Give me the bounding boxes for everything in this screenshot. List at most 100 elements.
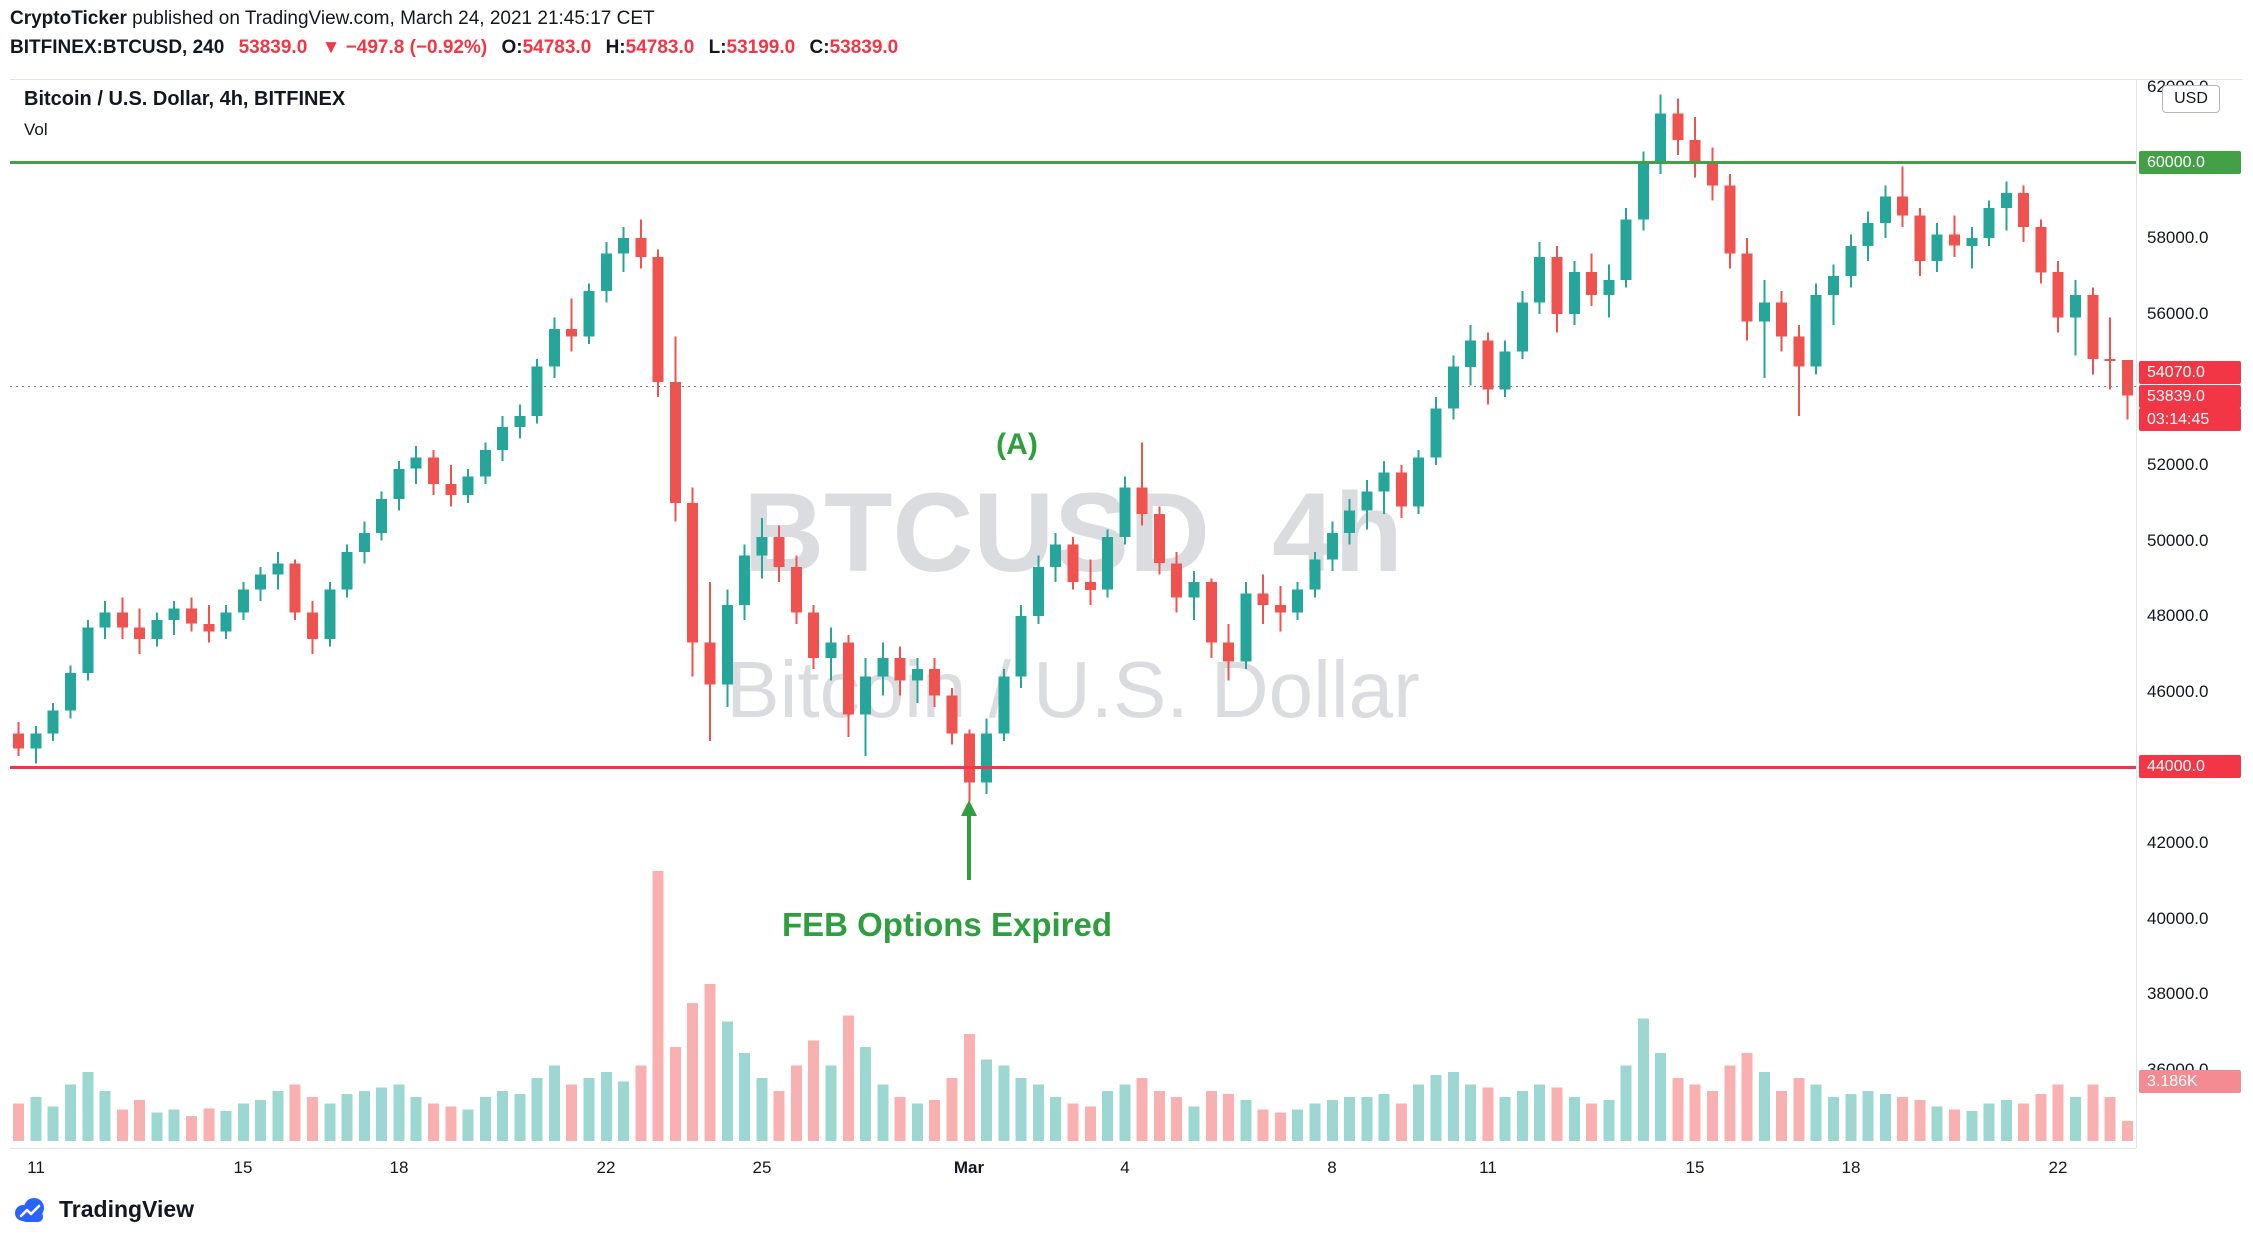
- candle-body: [842, 642, 854, 715]
- candle-body: [376, 499, 388, 533]
- price-change-value: −497.8 (−0.92%): [345, 37, 488, 58]
- open-label: O:: [501, 37, 523, 58]
- candle-body: [1707, 162, 1718, 186]
- legend-title[interactable]: Bitcoin / U.S. Dollar, 4h, BITFINEX: [24, 88, 346, 110]
- volume-bar: [445, 1106, 457, 1141]
- candle-body: [531, 366, 543, 416]
- volume-bar: [289, 1084, 301, 1141]
- candle-body: [82, 627, 94, 673]
- candle-body: [1862, 223, 1874, 246]
- candle-body: [203, 623, 215, 632]
- volume-bar: [1793, 1078, 1805, 1141]
- candle-body: [1568, 272, 1580, 314]
- volume-bar: [1205, 1090, 1217, 1141]
- candle-body: [2052, 272, 2064, 318]
- time-axis[interactable]: 11 15 18 22 25 Mar 4 8 11 15 18 22: [10, 1148, 2136, 1188]
- candle-body: [981, 733, 993, 783]
- ohlc-high: H:54783.0: [606, 37, 695, 58]
- candle-body: [393, 468, 405, 499]
- volume-bar: [808, 1040, 820, 1141]
- price-tick-label: 58000.0: [2147, 228, 2209, 248]
- chart-area[interactable]: BTCUSD 4h Bitcoin / U.S. Dollar Bitcoin …: [10, 77, 2244, 1188]
- time-tick-label: 11: [1479, 1158, 1497, 1177]
- candle-body: [1793, 336, 1805, 367]
- candle-body: [1672, 113, 1684, 140]
- candle-body: [1758, 302, 1770, 322]
- time-tick-label: 15: [1685, 1158, 1705, 1177]
- volume-bar: [1361, 1097, 1373, 1141]
- candle-body: [1395, 472, 1407, 507]
- volume-bar: [583, 1078, 595, 1141]
- price-tick-label: 48000.0: [2147, 606, 2209, 626]
- publish-text: published on TradingView.com, March 24, …: [126, 8, 655, 29]
- symbol-info-line: BITFINEX:BTCUSD, 240 53839.0 ▼ −497.8 (−…: [10, 37, 907, 59]
- chart-legend[interactable]: Bitcoin / U.S. Dollar, 4h, BITFINEX Vol: [24, 88, 345, 140]
- candle-body: [946, 695, 958, 734]
- volume-bar: [1257, 1109, 1269, 1141]
- price-axis[interactable]: 62000.058000.056000.052000.050000.048000…: [2136, 77, 2244, 1148]
- candle-body: [1516, 302, 1528, 352]
- volume-bar: [1413, 1084, 1425, 1141]
- volume-bar: [2104, 1097, 2116, 1141]
- candle-body: [2018, 192, 2030, 227]
- candlestick-plot[interactable]: [10, 80, 2136, 1148]
- volume-bar: [998, 1065, 1010, 1141]
- candle-body: [1257, 593, 1269, 605]
- volume-bar: [1171, 1097, 1183, 1141]
- volume-bar: [2052, 1084, 2064, 1141]
- candle-body: [1326, 533, 1338, 560]
- candle-body: [1413, 457, 1425, 507]
- volume-bar: [860, 1046, 872, 1141]
- volume-bar: [704, 984, 716, 1141]
- candle-body: [1015, 616, 1027, 677]
- volume-bar: [1966, 1110, 1978, 1141]
- price-level-label-red: 03:14:45: [2139, 408, 2241, 431]
- annotation-text: FEB Options Expired: [781, 906, 1113, 943]
- candle-body: [1741, 253, 1753, 322]
- symbol-name: BITFINEX:BTCUSD, 240: [10, 37, 225, 58]
- tradingview-logo[interactable]: TradingView: [12, 1196, 194, 1223]
- candle-body: [289, 563, 301, 613]
- annotation-a-label: (A): [996, 428, 1038, 461]
- candle-body: [1136, 487, 1148, 515]
- volume-bar: [1568, 1097, 1580, 1141]
- candle-body: [911, 669, 923, 681]
- currency-toggle-button[interactable]: USD: [2162, 85, 2220, 113]
- candle-body: [99, 612, 111, 628]
- volume-bar: [1931, 1106, 1943, 1141]
- candle-body: [1153, 514, 1165, 564]
- time-tick-label: 18: [1841, 1158, 1861, 1177]
- volume-bar: [1015, 1078, 1027, 1141]
- volume-bar: [203, 1108, 215, 1141]
- candle-body: [13, 733, 25, 749]
- volume-bar: [151, 1112, 163, 1141]
- volume-bar: [1136, 1078, 1148, 1141]
- volume-bar: [549, 1065, 560, 1141]
- volume-bar: [30, 1097, 42, 1141]
- volume-legend[interactable]: Vol: [24, 120, 48, 139]
- volume-bar: [1862, 1090, 1874, 1141]
- candle-body: [1205, 582, 1217, 643]
- candle-body: [1810, 294, 1822, 367]
- candle-body: [1188, 582, 1200, 598]
- candle-body: [134, 627, 146, 639]
- candle-body: [635, 238, 647, 258]
- candle-body: [739, 555, 751, 605]
- volume-bar: [116, 1109, 128, 1141]
- candle-body: [462, 476, 474, 496]
- volume-bar: [1551, 1087, 1563, 1141]
- last-price-value: 53839.0: [238, 37, 308, 58]
- candle-body: [1534, 257, 1546, 303]
- candle-body: [47, 710, 59, 734]
- candle-body: [1361, 491, 1373, 511]
- volume-bar: [324, 1103, 336, 1141]
- candle-body: [1274, 604, 1286, 613]
- candle-body: [825, 642, 837, 658]
- volume-bar: [842, 1015, 854, 1141]
- volume-bar: [1465, 1084, 1476, 1141]
- candle-body: [1983, 208, 1995, 239]
- candle-body: [1447, 366, 1459, 409]
- volume-bar: [963, 1034, 975, 1141]
- volume-bar: [1758, 1071, 1770, 1141]
- volume-bar: [1102, 1090, 1114, 1141]
